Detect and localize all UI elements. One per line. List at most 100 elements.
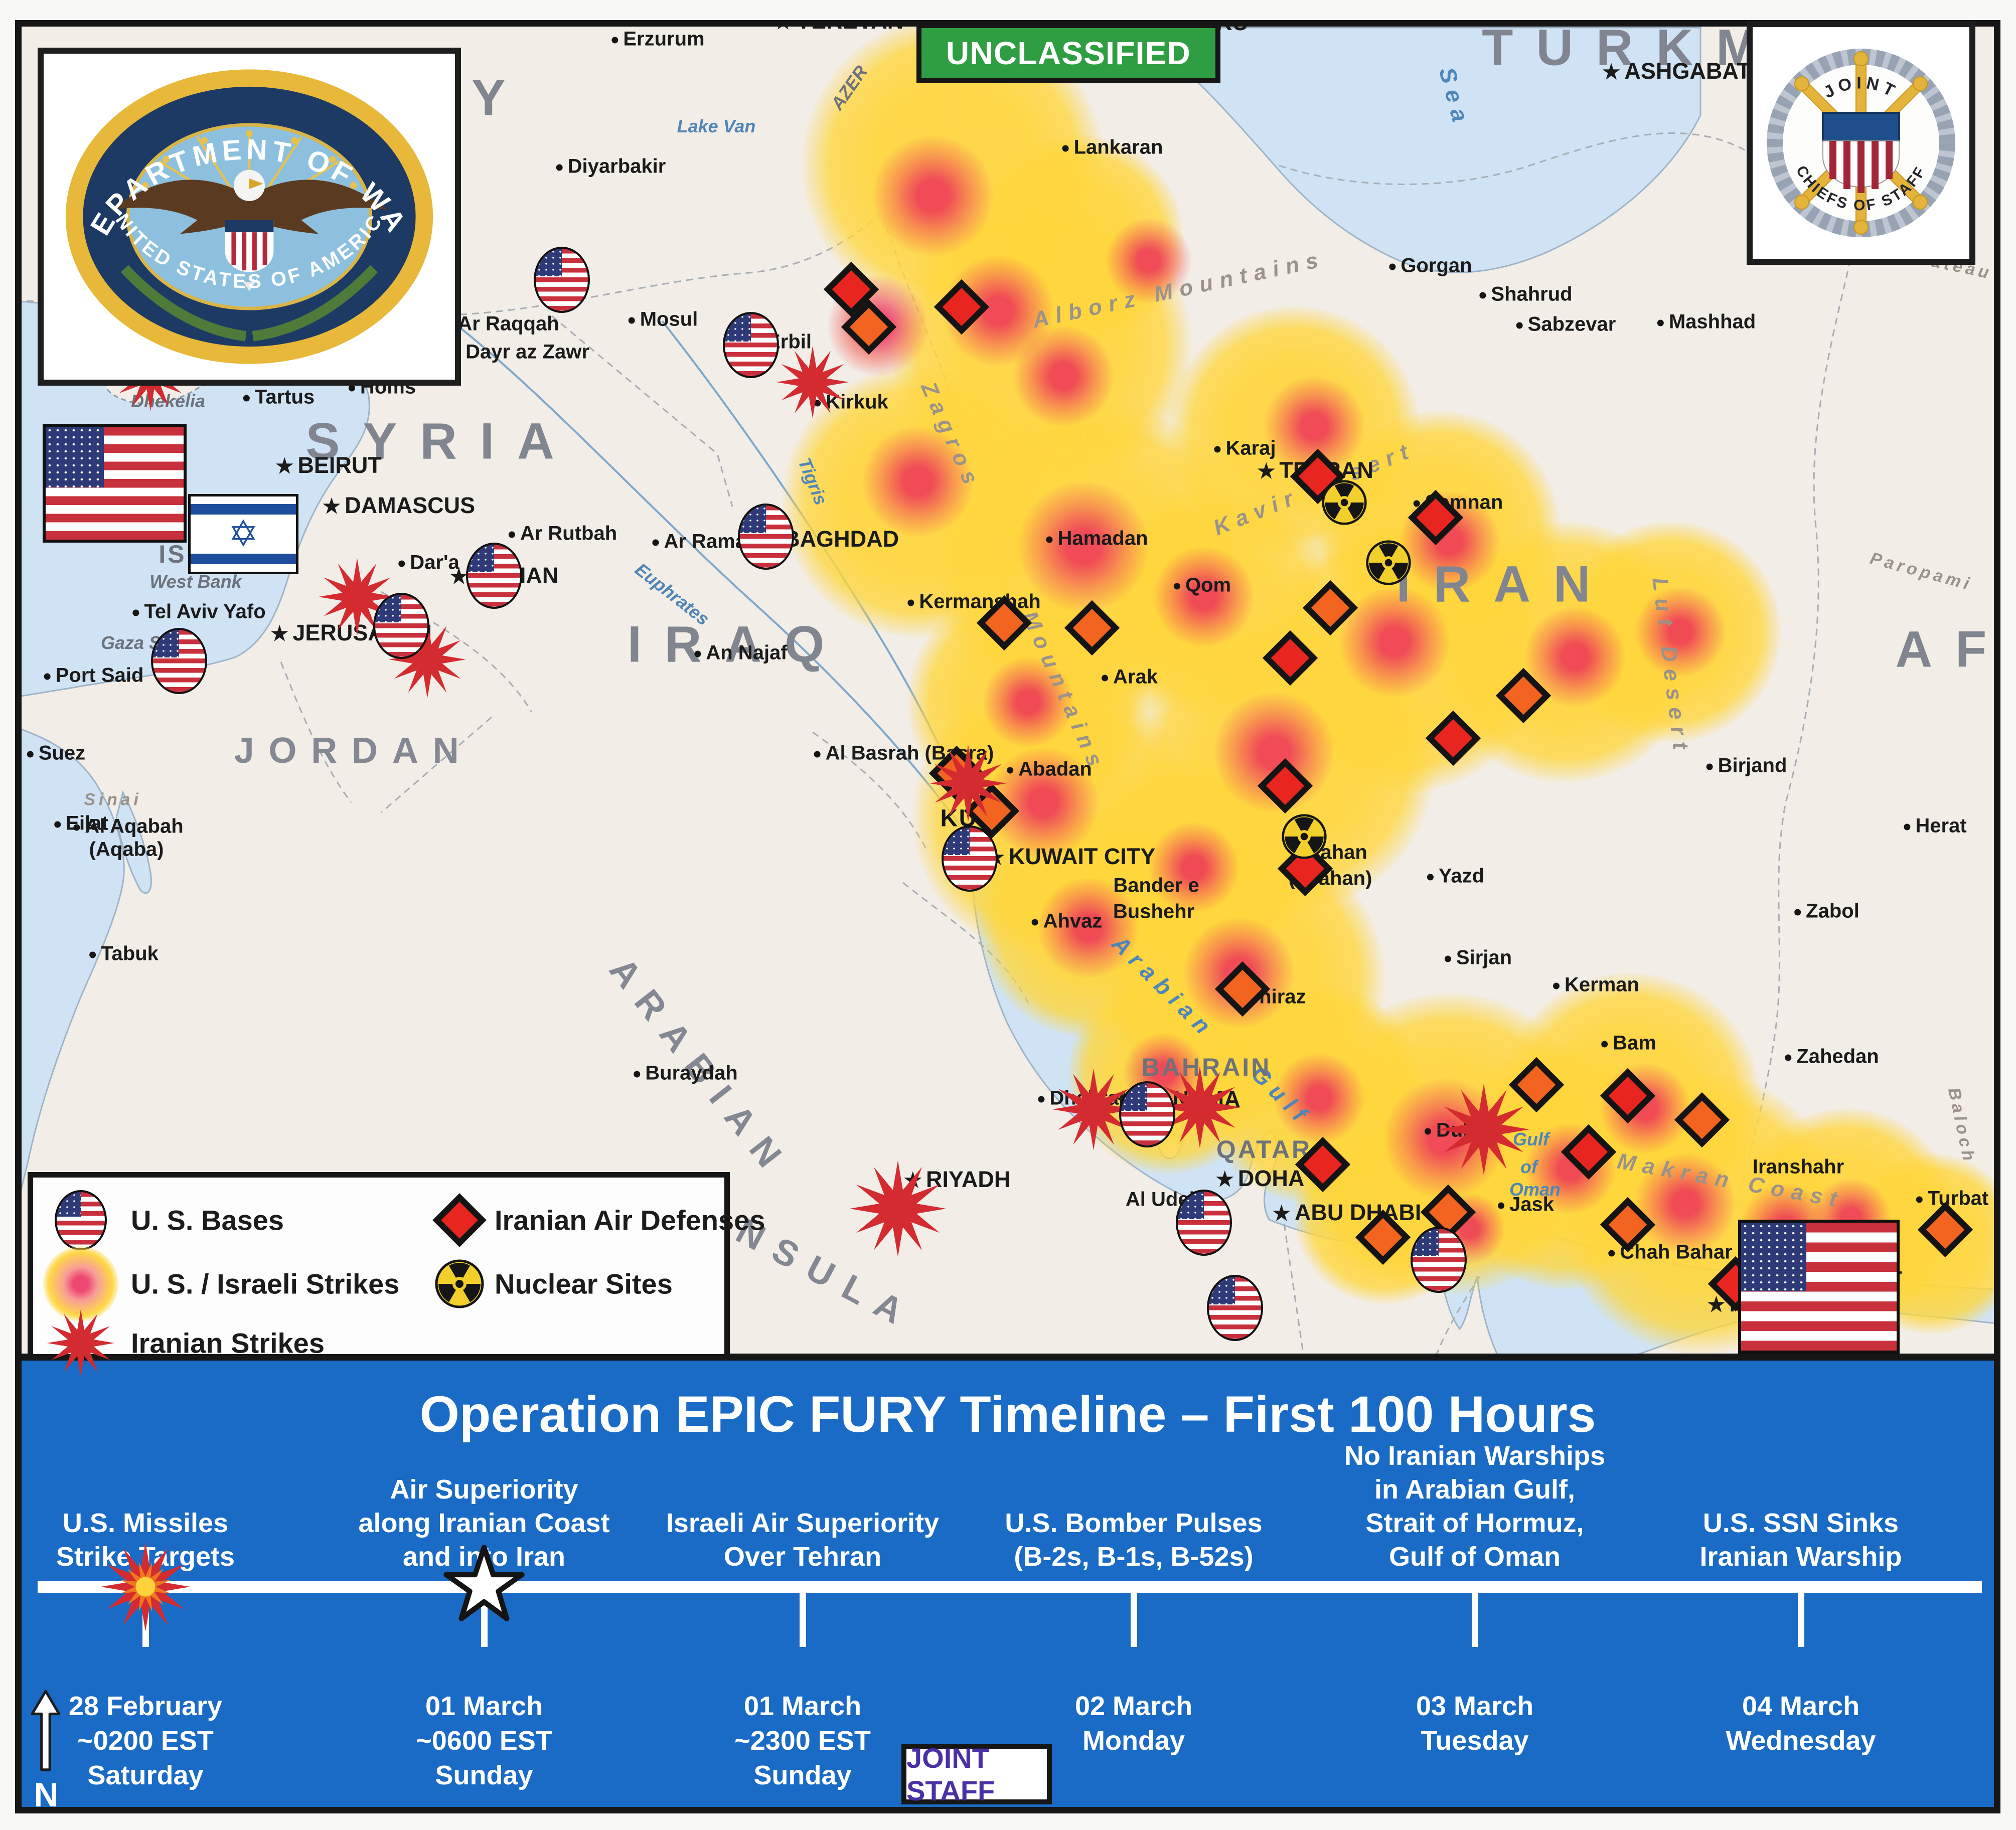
city-dot-icon (1706, 763, 1713, 770)
map-label: Eilat (54, 812, 108, 835)
city-dot-icon (1657, 319, 1664, 326)
city-dot-icon (1102, 675, 1109, 682)
iranian-strike-marker (317, 557, 397, 637)
timeline-title: Operation EPIC FURY Timeline – First 100… (419, 1386, 1596, 1443)
timeline-star-icon (440, 1543, 528, 1631)
timeline-tick (1131, 1593, 1137, 1647)
timeline-event-label: Israeli Air Superiority Over Tehran (666, 1508, 940, 1572)
city-dot-icon (556, 164, 563, 171)
city-dot-icon (1785, 1054, 1792, 1061)
city-dot-icon (1214, 446, 1221, 453)
classification-text: UNCLASSIFIED (946, 35, 1191, 71)
jcs-seal-art: JOINT CHIEFS OF STAFF (1767, 49, 1955, 237)
city-dot-icon (1413, 500, 1420, 507)
strike-impact-core (1106, 218, 1191, 303)
map-label: Arak (1102, 666, 1158, 689)
map-label: Ahvaz (1031, 910, 1102, 933)
timeline-event-date: 03 March Tuesday (1416, 1691, 1534, 1756)
map-label: Iranshahr (1752, 1155, 1844, 1178)
timeline-event-date: 28 February ~0200 EST Saturday (68, 1691, 223, 1790)
timeline-event-date: 01 March ~0600 EST Sunday (416, 1691, 552, 1790)
city-dot-icon (1046, 536, 1053, 543)
city-dot-icon (44, 673, 51, 680)
map-label: Sabzevar (1516, 313, 1616, 336)
strike-impact-core (1013, 326, 1114, 426)
map-label: Tabuk (89, 943, 159, 965)
joint-staff-box: JOINT STAFF (901, 1742, 1052, 1806)
city-dot-icon (1601, 1041, 1608, 1048)
map-label: Dayr az Zawr (454, 341, 589, 364)
iranian-strike-burst-icon (46, 1308, 116, 1378)
strike-impact-core (1038, 878, 1139, 978)
city-dot-icon (1031, 919, 1038, 926)
city-dot-icon (652, 539, 659, 546)
strike-impact-core (863, 426, 973, 537)
strike-impact-core (1149, 822, 1239, 913)
city-dot-icon (1498, 1202, 1505, 1209)
city-dot-icon (398, 560, 405, 567)
city-dot-icon (1389, 263, 1396, 270)
strike-impact-core (873, 135, 993, 256)
city-dot-icon (1444, 955, 1451, 962)
map-label: Kerman (1553, 974, 1639, 996)
us-base-flag-marker (1411, 1227, 1467, 1293)
us-base-flag-marker (723, 312, 779, 378)
city-dot-icon (132, 609, 139, 616)
map-label: Herat (1904, 815, 1967, 838)
air-defense-diamond-icon (432, 1193, 487, 1247)
city-dot-icon (1062, 145, 1069, 152)
legend-us-bases-label: U. S. Bases (131, 1204, 284, 1236)
city-dot-icon (1904, 823, 1911, 830)
city-dot-icon (1916, 1196, 1923, 1203)
joint-chiefs-of-staff-seal: JOINT CHIEFS OF STAFF (1747, 21, 1975, 265)
capital-label: ★ ABU DHABI (1272, 1200, 1422, 1225)
map-label: West Bank (149, 571, 242, 592)
capital-star-icon: ★ (322, 494, 341, 518)
map-label: Erzurum (611, 28, 705, 51)
iranian-strike-marker (387, 619, 468, 700)
strike-blob-icon (43, 1246, 118, 1321)
map-label: Hamadan (1046, 528, 1148, 550)
strike-impact-core (1274, 1053, 1364, 1143)
city-dot-icon (89, 951, 96, 958)
capital-star-icon: ★ (270, 622, 289, 645)
map-label: An Najaf (694, 642, 788, 664)
map-label: Turbat (1916, 1188, 1988, 1210)
capital-label: ★ DAMASCUS (322, 492, 476, 518)
us-base-flag-marker (466, 543, 522, 609)
us-base-flag-marker (151, 628, 207, 694)
map-legend: U. S. Bases U. S. / Israeli Strikes Iran… (28, 1172, 765, 1377)
city-dot-icon (1794, 909, 1801, 916)
us-base-flag-marker (738, 504, 794, 570)
capital-star-icon: ★ (774, 27, 792, 33)
map-label: SYRIA (305, 412, 577, 470)
city-dot-icon (1479, 292, 1486, 299)
north-arrow-icon (30, 1689, 61, 1772)
timeline-event-date: 01 March ~2300 EST Sunday (734, 1691, 871, 1790)
map-label: Gulf (1513, 1129, 1549, 1149)
city-dot-icon (1173, 583, 1180, 590)
map-label: Yazd (1427, 865, 1484, 888)
city-dot-icon (634, 1071, 641, 1078)
city-dot-icon (1424, 1128, 1431, 1135)
map-label: Oman (1509, 1179, 1561, 1200)
us-base-flag-marker (373, 593, 429, 659)
map-label: Gorgan (1389, 255, 1472, 277)
star-of-david-icon: ✡ (228, 514, 259, 554)
city-dot-icon (73, 824, 80, 831)
map-label: Birjand (1706, 755, 1787, 777)
city-dot-icon (814, 751, 821, 758)
timeline-event-date: 02 March Monday (1074, 1691, 1193, 1756)
capital-star-icon: ★ (1272, 1202, 1291, 1225)
nuclear-site-marker (1365, 540, 1412, 586)
us-base-flag-marker (1176, 1190, 1232, 1256)
timeline-axis (38, 1581, 1982, 1593)
us-base-flag-icon (55, 1190, 107, 1250)
iranian-strike-marker (848, 1158, 948, 1259)
capital-star-icon: ★ (275, 454, 294, 477)
map-label: Al Aqabah (73, 815, 184, 838)
strike-impact-core (1635, 1153, 1736, 1254)
timeline-tick (800, 1593, 806, 1647)
map-label: Bushehr (1113, 900, 1195, 923)
city-dot-icon (1007, 767, 1014, 774)
